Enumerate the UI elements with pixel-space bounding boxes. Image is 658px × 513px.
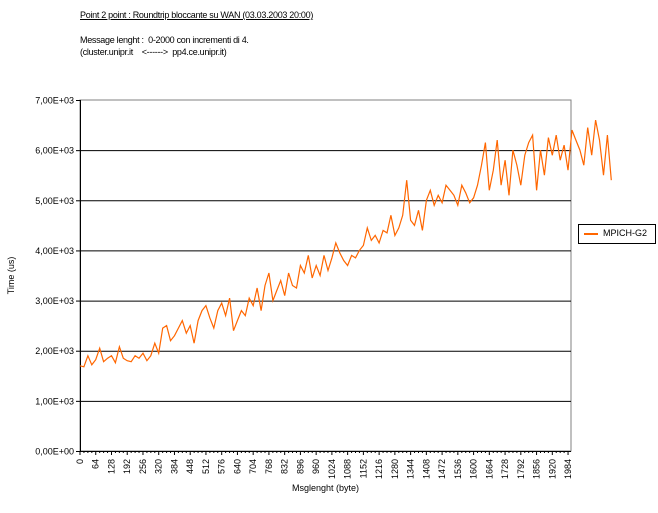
x-tick-label: 448 <box>185 459 195 474</box>
x-tick-label: 256 <box>138 459 148 474</box>
y-axis-title: Time (us) <box>6 257 16 295</box>
series-line-mpich-g2 <box>79 119 612 368</box>
y-tick-label: 6,00E+03 <box>35 146 74 156</box>
x-tick-label: 1792 <box>516 459 526 479</box>
x-tick-label: 768 <box>264 459 274 474</box>
legend: MPICH-G2 <box>578 224 656 244</box>
x-tick-label: 1984 <box>563 459 573 479</box>
plot-area <box>79 99 572 452</box>
x-tick-label: 1344 <box>406 459 416 479</box>
y-tick-label: 0,00E+00 <box>35 447 74 457</box>
x-tick-label: 960 <box>311 459 321 474</box>
x-axis-title: Msglenght (byte) <box>292 483 359 493</box>
x-tick-label: 1536 <box>453 459 463 479</box>
chart-subtitle-line2: (cluster.unipr.it <------> pp4.ce.unipr.… <box>80 47 227 57</box>
chart-subtitle-line1: Message lenght : 0-2000 con incrementi d… <box>80 35 249 45</box>
y-tick-label: 1,00E+03 <box>35 396 74 406</box>
x-tick-label: 1920 <box>547 459 557 479</box>
y-tick-label: 4,00E+03 <box>35 246 74 256</box>
x-tick-label: 832 <box>280 459 290 474</box>
y-tick-label: 5,00E+03 <box>35 196 74 206</box>
x-tick-label: 576 <box>217 459 227 474</box>
x-tick-label: 192 <box>122 459 132 474</box>
y-tick-label: 7,00E+03 <box>35 96 74 106</box>
x-tick-label: 1856 <box>532 459 542 479</box>
x-tick-label: 320 <box>154 459 164 474</box>
x-tick-label: 128 <box>106 459 116 474</box>
legend-swatch <box>584 233 598 235</box>
x-tick-label: 1600 <box>469 459 479 479</box>
x-tick-label: 1216 <box>374 459 384 479</box>
x-tick-label: 1728 <box>500 459 510 479</box>
x-tick-label: 704 <box>248 459 258 474</box>
x-tick-label: 1024 <box>327 459 337 479</box>
chart-title: Point 2 point : Roundtrip bloccante su W… <box>80 10 314 20</box>
x-tick-label: 1664 <box>484 459 494 479</box>
x-tick-label: 512 <box>201 459 211 474</box>
x-tick-label: 1280 <box>390 459 400 479</box>
y-tick-label: 3,00E+03 <box>35 296 74 306</box>
x-tick-label: 64 <box>91 459 101 469</box>
x-tick-label: 0 <box>75 459 85 464</box>
x-tick-label: 1472 <box>437 459 447 479</box>
x-tick-label: 1152 <box>358 459 368 478</box>
x-tick-label: 1408 <box>421 459 431 479</box>
x-tick-label: 640 <box>232 459 242 474</box>
x-tick-label: 896 <box>295 459 305 474</box>
y-tick-label: 2,00E+03 <box>35 346 74 356</box>
x-tick-label: 384 <box>169 459 179 474</box>
x-tick-label: 1088 <box>343 459 353 479</box>
legend-label: MPICH-G2 <box>603 228 648 238</box>
